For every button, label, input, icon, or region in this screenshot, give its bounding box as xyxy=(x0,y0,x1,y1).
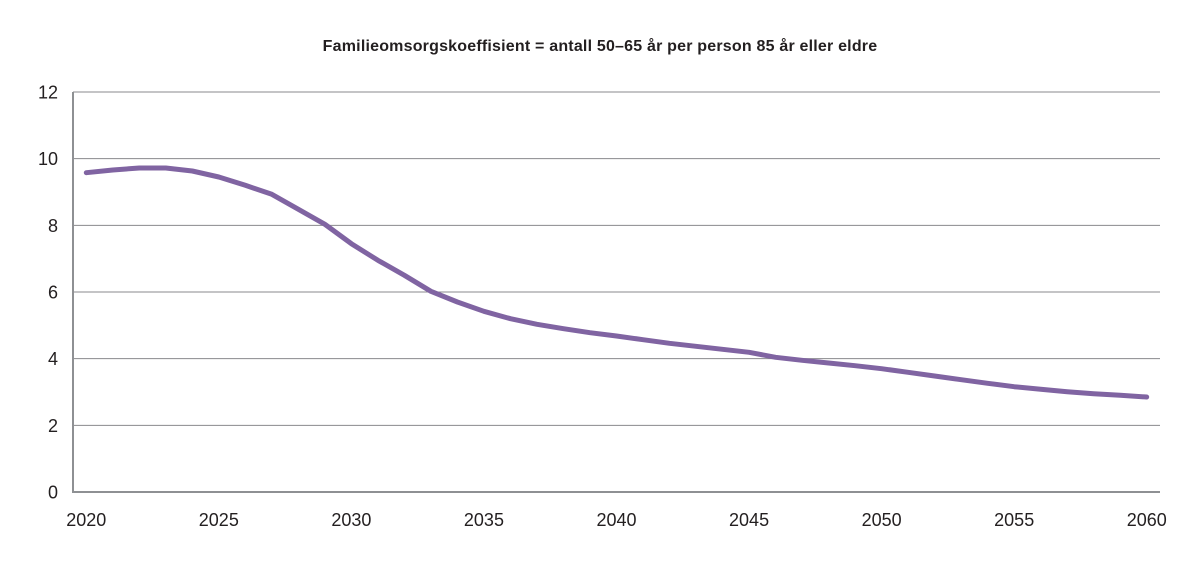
y-axis-tick-label: 12 xyxy=(38,83,58,103)
x-axis-tick-label: 2025 xyxy=(199,510,239,530)
x-axis-tick-label: 2035 xyxy=(464,510,504,530)
y-axis-tick-label: 10 xyxy=(38,149,58,169)
x-axis-tick-label: 2045 xyxy=(729,510,769,530)
y-axis-tick-label: 0 xyxy=(48,483,58,503)
chart-title: Familieomsorgskoeffisient = antall 50–65… xyxy=(322,38,878,55)
y-axis-tick-label: 2 xyxy=(48,416,58,436)
x-axis-tick-label: 2050 xyxy=(862,510,902,530)
x-axis-tick-label: 2030 xyxy=(331,510,371,530)
x-axis-tick-label: 2055 xyxy=(994,510,1034,530)
y-axis-tick-label: 4 xyxy=(48,349,58,369)
y-axis-tick-label: 6 xyxy=(48,283,58,303)
x-axis-tick-label: 2040 xyxy=(596,510,636,530)
y-axis-tick-label: 8 xyxy=(48,216,58,236)
x-axis-tick-label: 2060 xyxy=(1127,510,1167,530)
x-axis-tick-label: 2020 xyxy=(66,510,106,530)
data-series-line xyxy=(83,165,1150,400)
